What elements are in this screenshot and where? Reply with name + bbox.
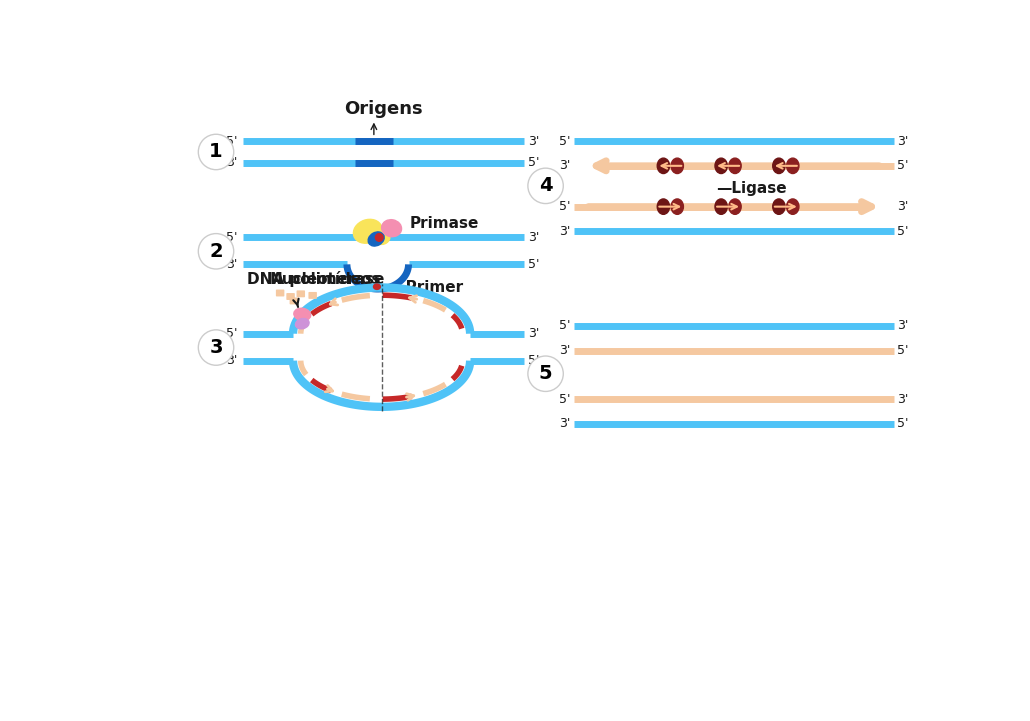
Text: 3': 3': [897, 135, 908, 148]
Text: 5': 5': [558, 135, 571, 148]
Ellipse shape: [369, 227, 390, 244]
Circle shape: [199, 234, 234, 269]
Circle shape: [527, 168, 563, 203]
Text: 3': 3': [227, 258, 238, 271]
Ellipse shape: [368, 232, 384, 246]
Ellipse shape: [353, 219, 382, 243]
Ellipse shape: [375, 234, 383, 242]
Ellipse shape: [772, 199, 785, 214]
Ellipse shape: [657, 199, 670, 214]
Text: 2: 2: [209, 242, 222, 261]
FancyBboxPatch shape: [276, 290, 284, 296]
Text: Nucleotídeos: Nucleotídeos: [270, 273, 381, 288]
Text: 5': 5': [227, 327, 238, 340]
Text: 4: 4: [539, 177, 552, 195]
Text: 3': 3': [559, 225, 571, 238]
Text: 3': 3': [227, 354, 238, 367]
Text: 5': 5': [527, 354, 540, 367]
Text: 5': 5': [527, 156, 540, 169]
Text: 5: 5: [539, 364, 552, 384]
Ellipse shape: [772, 158, 785, 174]
Text: 5': 5': [897, 159, 908, 172]
Ellipse shape: [374, 284, 380, 289]
Text: 5': 5': [227, 135, 238, 148]
Ellipse shape: [294, 308, 311, 321]
FancyBboxPatch shape: [308, 292, 317, 299]
Text: —Ligase: —Ligase: [717, 181, 787, 196]
Ellipse shape: [296, 319, 309, 329]
Ellipse shape: [657, 158, 670, 174]
Text: 1: 1: [209, 143, 222, 162]
Text: 5': 5': [558, 200, 571, 213]
Ellipse shape: [715, 158, 727, 174]
Text: Origens: Origens: [344, 100, 422, 118]
FancyBboxPatch shape: [289, 298, 298, 304]
Ellipse shape: [729, 158, 742, 174]
Ellipse shape: [729, 199, 742, 214]
Circle shape: [199, 134, 234, 169]
Ellipse shape: [672, 158, 684, 174]
Text: 5': 5': [558, 393, 571, 406]
Text: DNA polimerase: DNA polimerase: [247, 273, 385, 288]
Text: 3': 3': [897, 393, 908, 406]
Text: 3': 3': [897, 319, 908, 332]
Text: 3: 3: [209, 338, 222, 357]
Text: 3': 3': [227, 156, 238, 169]
Text: 5': 5': [527, 258, 540, 271]
Text: 3': 3': [527, 327, 540, 340]
Text: 3': 3': [559, 417, 571, 430]
Text: 3': 3': [559, 159, 571, 172]
Text: — Primer: — Primer: [385, 280, 464, 295]
Text: 3': 3': [527, 231, 540, 244]
Ellipse shape: [715, 199, 727, 214]
Text: 3': 3': [559, 344, 571, 357]
Ellipse shape: [672, 199, 684, 214]
Circle shape: [199, 329, 234, 366]
Ellipse shape: [787, 199, 799, 214]
Text: 5': 5': [897, 225, 908, 238]
Text: 3': 3': [527, 135, 540, 148]
Ellipse shape: [382, 220, 402, 236]
Text: 3': 3': [897, 200, 908, 213]
Text: 5': 5': [227, 231, 238, 244]
Circle shape: [527, 356, 563, 392]
Text: 5': 5': [558, 319, 571, 332]
Text: 5': 5': [897, 344, 908, 357]
Ellipse shape: [787, 158, 799, 174]
Text: 5': 5': [897, 417, 908, 430]
FancyBboxPatch shape: [297, 291, 305, 297]
Text: Primase: Primase: [410, 216, 479, 231]
FancyBboxPatch shape: [286, 293, 295, 300]
